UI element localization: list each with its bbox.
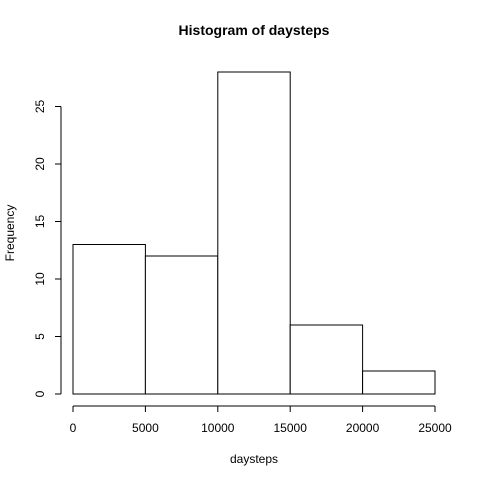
chart-title: Histogram of daysteps (179, 22, 330, 38)
histogram-bar-2 (217, 71, 291, 395)
x-tick-label-4: 20000 (346, 421, 380, 435)
x-axis-label: daysteps (230, 452, 278, 466)
y-tick-label-5: 25 (33, 100, 47, 114)
x-tick-label-1: 5000 (132, 421, 159, 435)
bars (72, 71, 436, 395)
y-tick-label-4: 20 (33, 157, 47, 171)
x-tick-label-5: 25000 (418, 421, 452, 435)
histogram-bar-4 (362, 370, 436, 395)
x-tick-label-3: 15000 (274, 421, 308, 435)
x-tick-label-0: 0 (70, 421, 77, 435)
histogram-bar-3 (289, 324, 364, 395)
x-tick-label-2: 10000 (201, 421, 235, 435)
y-tick-label-0: 0 (33, 390, 47, 397)
histogram-bar-0 (72, 244, 146, 395)
histogram-bar-1 (144, 255, 219, 395)
x-axis: 0 5000 10000 15000 20000 25000 (70, 405, 452, 435)
y-axis-label: Frequency (3, 205, 17, 262)
y-axis: 0 5 10 15 20 25 (33, 100, 62, 397)
y-tick-label-3: 15 (33, 215, 47, 229)
y-tick-label-2: 10 (33, 272, 47, 286)
y-tick-label-1: 5 (33, 333, 47, 340)
